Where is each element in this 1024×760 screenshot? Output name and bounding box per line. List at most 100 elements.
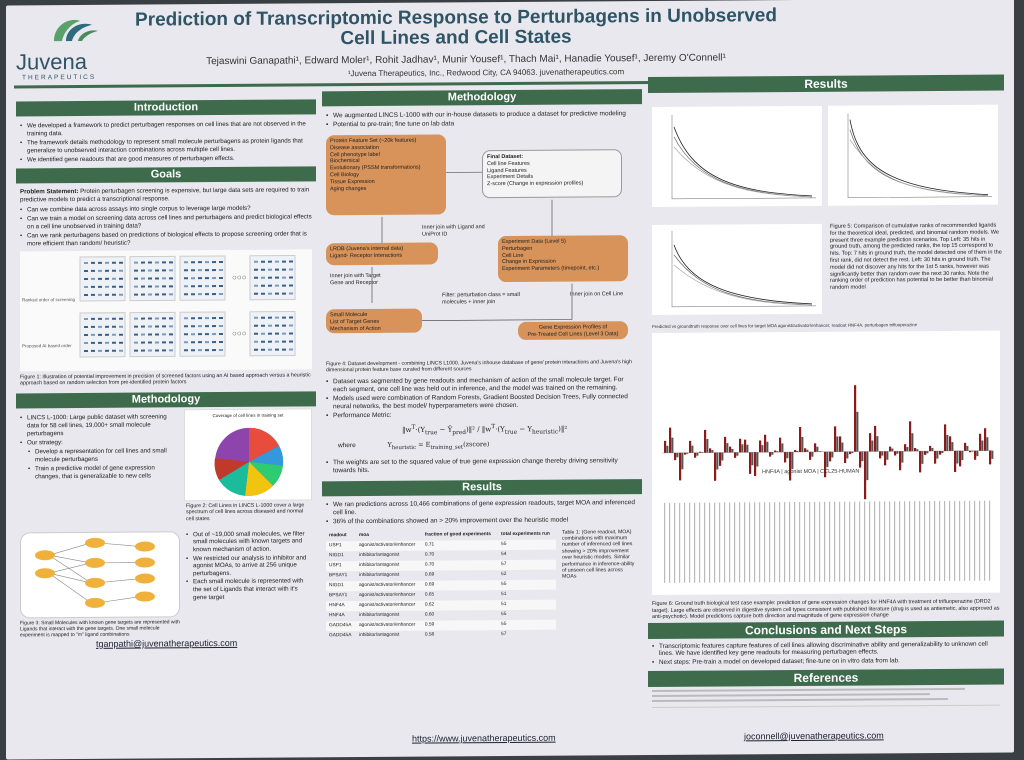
website-link[interactable]: https://www.juvenatherapeutics.com (412, 734, 556, 743)
figure-2-caption: Figure 2: Cell Lines in LINCS L-1000 cov… (186, 502, 312, 522)
middle-column: Methodology We augmented LINCS L-1000 wi… (322, 89, 642, 751)
figure-6-bars (652, 331, 1000, 595)
results-table: readout moa fraction of good experiments… (326, 529, 556, 641)
fig6-bar (934, 451, 936, 464)
fig6-bar (891, 448, 893, 451)
fig6-bar (886, 451, 888, 459)
table-cell: NIGD1 (326, 581, 356, 591)
fig6-bar (954, 451, 956, 472)
table-cell: USP1 (326, 541, 356, 551)
weights-item: The weights are set to the squared value… (326, 457, 638, 475)
table-cell: 55 (498, 609, 556, 619)
svg-text:Ranked order of screening: Ranked order of screening (22, 297, 76, 302)
right-email-link[interactable]: joconnell@juvenatherapeutics.com (744, 731, 884, 740)
fig6-bar (909, 421, 911, 451)
fig6-bar (844, 452, 846, 463)
table-cell: 52 (498, 569, 556, 579)
fig6-bar (774, 450, 776, 452)
table-cell: HNF4A (326, 601, 356, 611)
fig6-bar (679, 453, 681, 481)
fig5-chart-1 (652, 106, 822, 207)
table-cell: agonist/activator/enhancer (356, 580, 422, 590)
fig6-bar (839, 436, 841, 451)
model-item: Performance Metric: (326, 410, 638, 420)
table-cell: 0.69 (422, 570, 498, 581)
logo-text: Juvena (16, 49, 87, 75)
table-cell: GADD45A (326, 621, 356, 631)
lrdb-box: LRDB (Juvena's internal data) Ligand- Re… (326, 243, 438, 266)
fig6-bar (851, 452, 853, 453)
fig5-chart-2-svg (828, 105, 998, 206)
fig6-bar (784, 452, 786, 462)
fig6-bar (744, 440, 746, 453)
fig6-bar (729, 447, 731, 453)
fig6-bar (786, 452, 788, 458)
model-item: Dataset was segmented by gene readouts a… (326, 376, 638, 394)
table-cell: 51 (498, 599, 556, 609)
final-line: Z-score (Change in expression profiles) (487, 180, 617, 188)
fig6-bar (926, 451, 928, 453)
table-cell: inhibitor/antagonist (356, 630, 422, 640)
fig6-bar (914, 448, 916, 451)
results-item: 36% of the combinations showed an > 20% … (326, 516, 638, 526)
figure-1-caption: Figure 1: Illustration of potential impr… (20, 372, 312, 387)
fig6-bar (916, 449, 918, 451)
fig6-bar (979, 434, 981, 451)
join-1-label: Inner join with Ligand and UniProt ID (422, 224, 492, 238)
table-cell: 0.69 (422, 580, 498, 591)
fig6-bar (739, 439, 741, 453)
fig6-bar (931, 448, 933, 451)
where-label: where Yheuristic = Etraining_set(zscore) (338, 439, 638, 452)
results-item: We ran predictions across 10,466 combina… (326, 499, 638, 517)
augment-list: We augmented LINCS L-1000 with our in-ho… (326, 110, 638, 129)
filter-label: Filter: perturbation class = small molec… (442, 292, 522, 306)
figure-2-pie (185, 419, 313, 504)
fig6-bar (906, 447, 908, 451)
fig6-bar (854, 385, 856, 451)
fig6-bar (766, 442, 768, 452)
metric-formula: ‖wT·(Ytrue − Ŷpred)‖² / ‖wT·(Ytrue − Yhe… (402, 422, 638, 437)
table-cell: 0.59 (422, 620, 498, 631)
fig6-bar (951, 442, 953, 451)
fig6-bar (991, 451, 993, 459)
goal-item: Can we train a model on screening data a… (20, 213, 312, 231)
intro-item: The framework details methodology to rep… (20, 137, 312, 155)
fig6-bar (681, 453, 683, 470)
strategy-item: Develop a representation for cell lines … (28, 447, 180, 464)
where-text: where (338, 442, 356, 449)
table-cell: 0.71 (422, 540, 498, 551)
fig6-bar (761, 445, 763, 452)
heuristic-formula: Yheuristic = Etraining_set(zscore) (388, 440, 490, 449)
fig6-bar (816, 447, 818, 452)
results-list: We ran predictions across 10,466 combina… (326, 499, 638, 526)
fig6-bar (971, 451, 973, 452)
fig6-bar (861, 452, 863, 462)
table-cell: agonist/activator/enhancer (356, 590, 422, 600)
fig6-bar (866, 451, 868, 480)
fig6-bar (751, 452, 753, 465)
gene-expression-box: Gene Expression Profiles of Pre-Treated … (518, 321, 628, 340)
problem-label: Problem Statement: (20, 188, 78, 195)
join-3-label: Inner join on Cell Line (570, 291, 630, 298)
table-cell: 0.70 (422, 560, 498, 571)
fig6-bar (731, 449, 733, 453)
fig6-bar (686, 453, 688, 454)
methodology-header: Methodology (322, 89, 642, 106)
fig6-bar (804, 448, 806, 452)
conclusion-item: Next steps: Pre-train a model on develop… (652, 657, 1000, 667)
fig6-bar (921, 451, 923, 464)
fig6-bar (726, 443, 728, 452)
results-mid-header: Results (322, 479, 642, 496)
fig6-bar (721, 453, 723, 461)
table-header: readout (326, 531, 356, 541)
sm-line: Mechanism of Action (330, 325, 418, 332)
model-item: Models used were combination of Random F… (326, 393, 638, 411)
svg-text:○○○: ○○○ (232, 329, 247, 338)
fig6-bar (929, 446, 931, 451)
fig6-bar (989, 451, 991, 465)
fig6-bar (711, 450, 713, 453)
fig6-bar (966, 446, 968, 451)
table-cell: HNF4A (326, 611, 356, 621)
fig6-bar (911, 433, 913, 451)
